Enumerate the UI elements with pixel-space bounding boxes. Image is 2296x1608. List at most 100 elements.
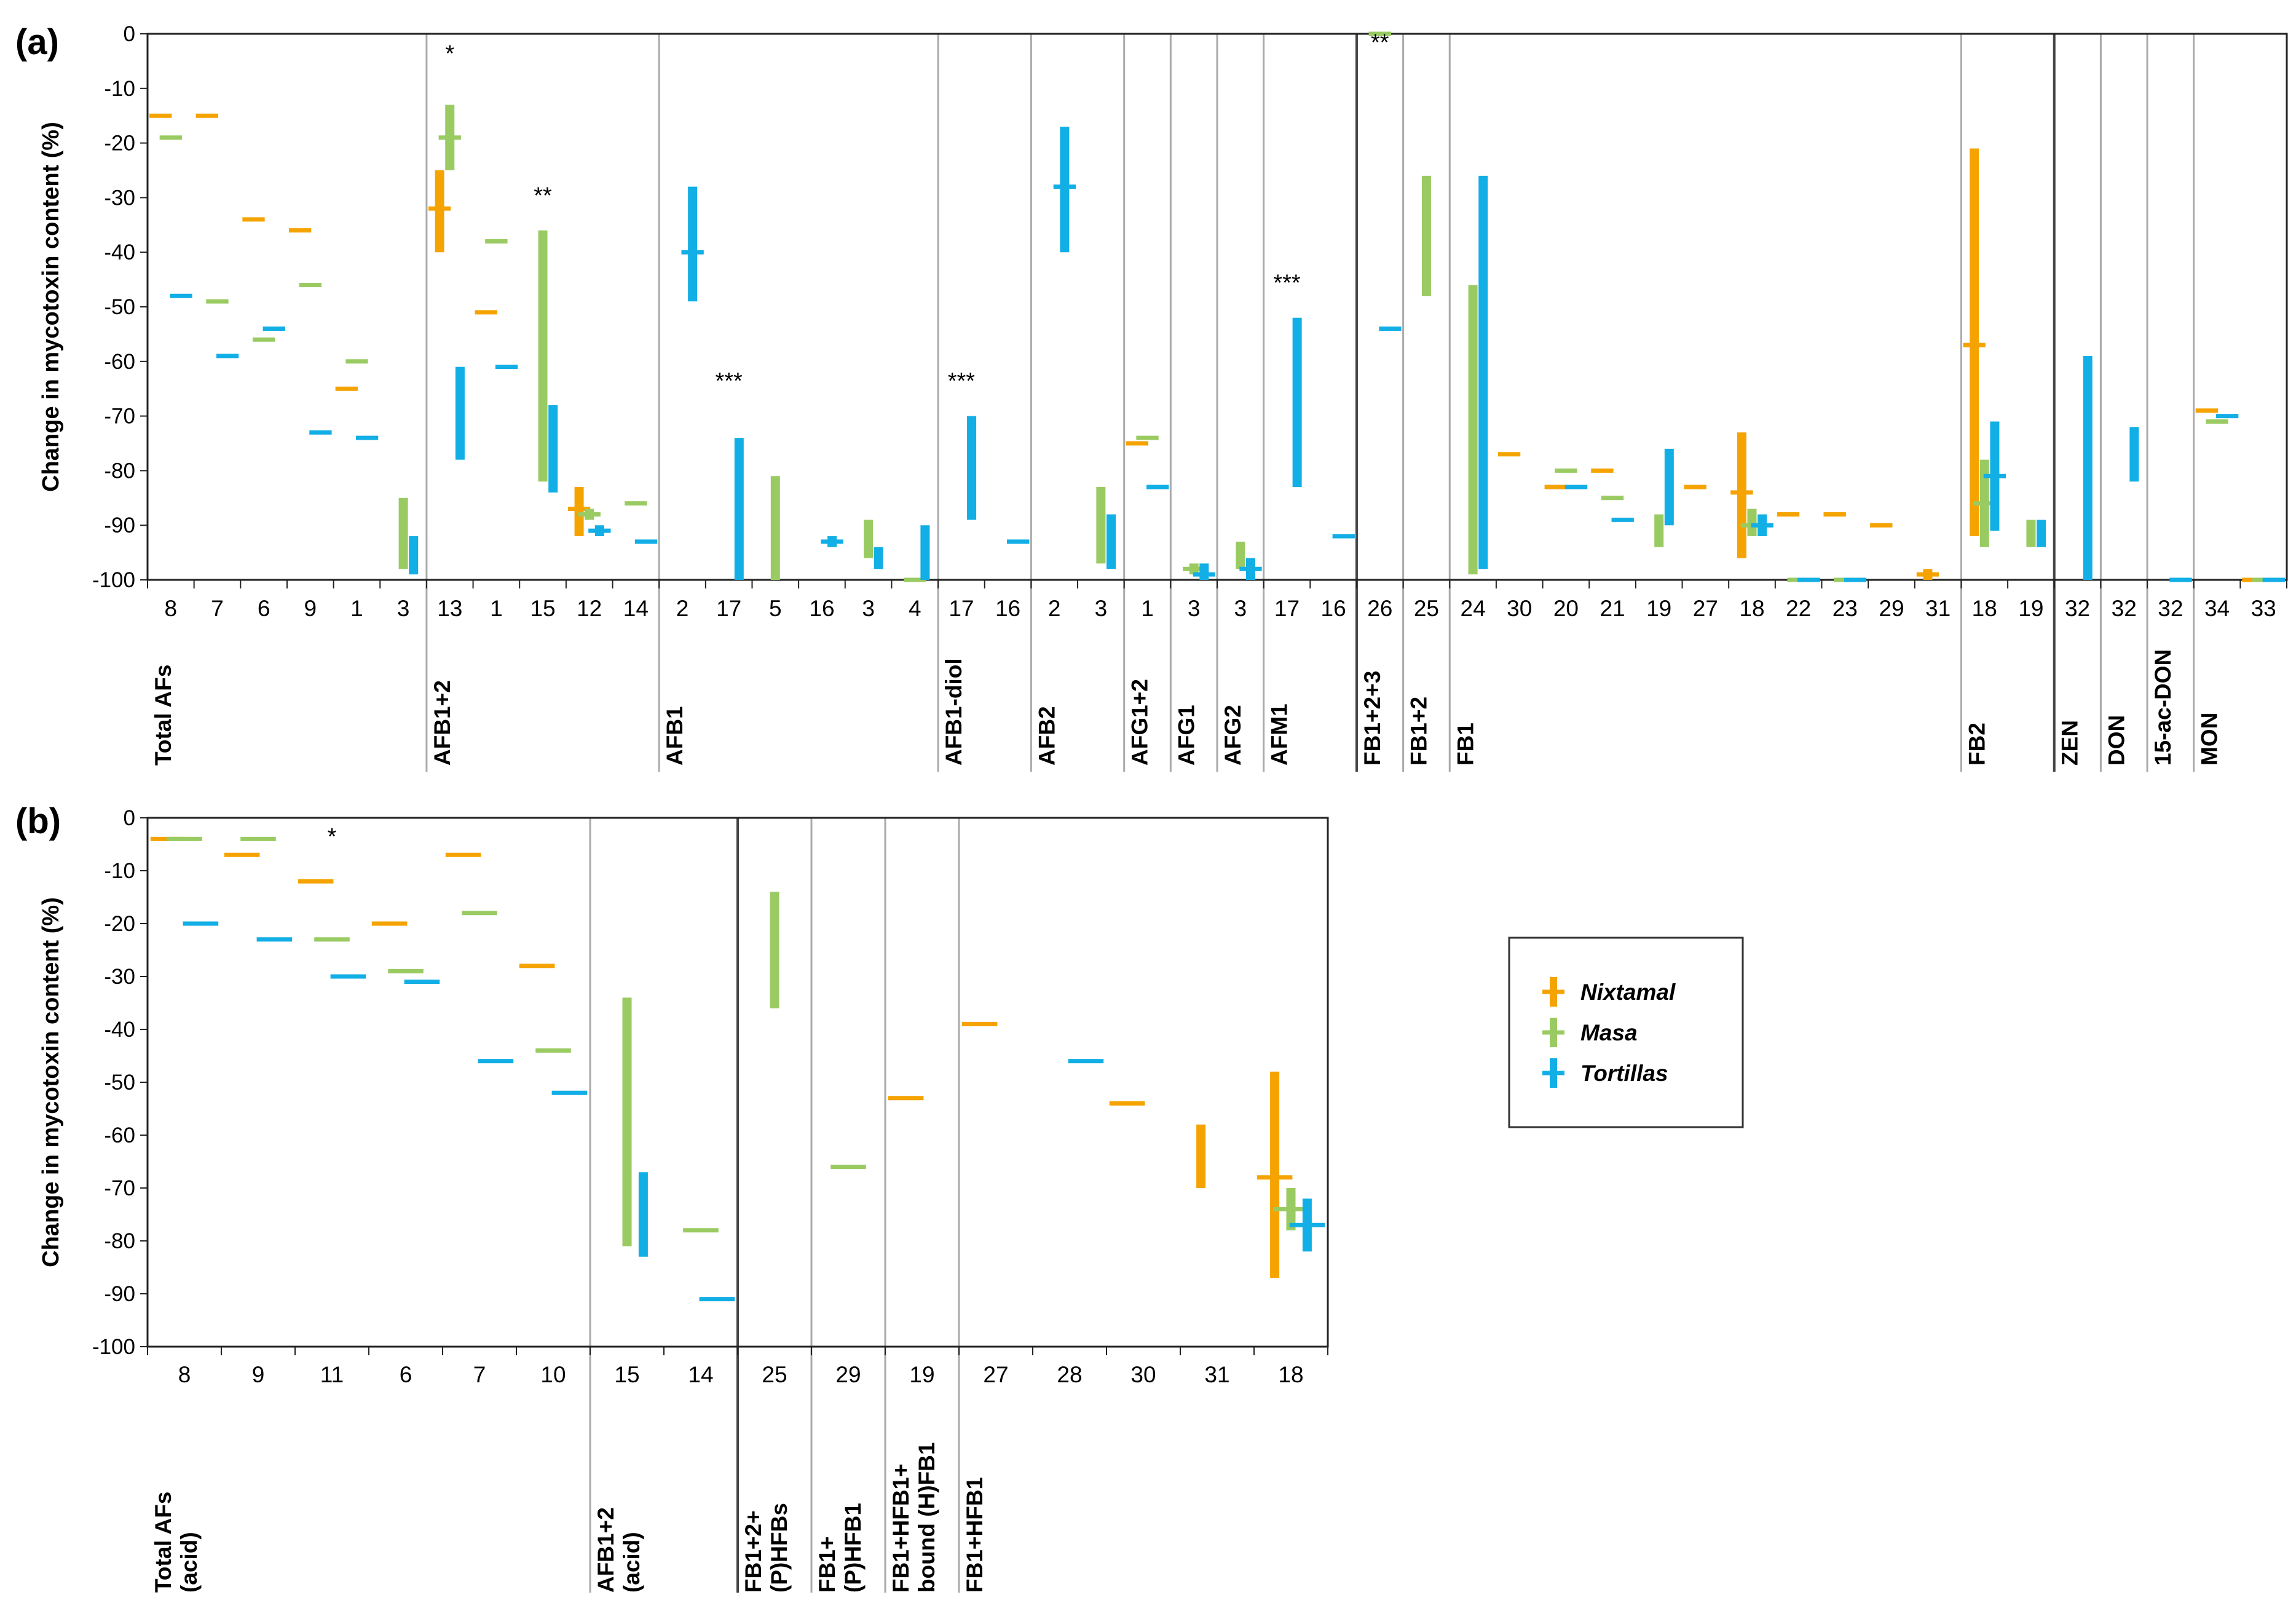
group-label: AFB1-diol <box>941 658 966 766</box>
group-label: AFB1+2 <box>430 680 455 766</box>
x-tick-label: 31 <box>1204 1362 1229 1387</box>
legend: Nixtamal Masa Tortillas <box>1508 937 1744 1128</box>
y-axis-title: Change in mycotoxin content (%) <box>38 897 64 1267</box>
x-tick-label: 6 <box>258 596 270 621</box>
x-tick-label: 22 <box>1786 596 1811 621</box>
x-tick-label: 19 <box>909 1362 934 1387</box>
y-tick-label: -30 <box>104 186 135 210</box>
group-label: FB1+HFB1 <box>962 1477 987 1593</box>
group-label-line2: (acid) <box>176 1532 202 1593</box>
x-tick-label: 1 <box>490 596 503 621</box>
significance-marker: *** <box>1273 270 1301 296</box>
x-tick-label: 32 <box>2158 596 2183 621</box>
x-tick-label: 19 <box>1646 596 1671 621</box>
group-label: AFM1 <box>1267 703 1292 766</box>
significance-marker: ** <box>1371 30 1389 56</box>
group-label: FB2 <box>1964 723 1989 766</box>
significance-marker: *** <box>715 368 743 394</box>
x-tick-label: 3 <box>1188 596 1201 621</box>
group-label: DON <box>2104 715 2129 766</box>
y-tick-label: -50 <box>104 295 135 319</box>
y-tick-label: -40 <box>104 240 135 264</box>
x-tick-label: 16 <box>1321 596 1346 621</box>
group-label-line2: bound (H)FB1 <box>914 1442 939 1593</box>
series-nixtamal <box>150 836 1293 1278</box>
group-label: ZEN <box>2057 720 2083 766</box>
x-tick-label: 18 <box>1739 596 1764 621</box>
x-tick-label: 17 <box>949 596 974 621</box>
y-axis-title: Change in mycotoxin content (%) <box>38 122 64 492</box>
x-tick-label: 29 <box>835 1362 861 1387</box>
significance-marker: *** <box>948 368 976 394</box>
x-tick-label: 28 <box>1057 1362 1082 1387</box>
legend-label-nixtamal: Nixtamal <box>1580 980 1676 1005</box>
group-label: AFG1 <box>1174 705 1199 766</box>
group-label: AFB1+2 <box>593 1507 618 1593</box>
group-label-line2: (P)HFBs <box>767 1503 792 1593</box>
panel-label: (b) <box>15 801 61 841</box>
x-tick-label: 27 <box>1693 596 1718 621</box>
x-tick-label: 25 <box>762 1362 787 1387</box>
x-tick-label: 1 <box>350 596 363 621</box>
x-tick-label: 18 <box>1278 1362 1303 1387</box>
x-tick-label: 3 <box>862 596 875 621</box>
significance-marker: * <box>328 824 337 850</box>
panel-a-chart: (a) Change in mycotoxin content (%) 0 -10 -2… <box>15 22 2288 772</box>
x-tick-label: 2 <box>1048 596 1061 621</box>
group-label: FB1+2+ <box>741 1510 766 1593</box>
series-nixtamal <box>149 113 2265 582</box>
x-tick-label: 17 <box>716 596 741 621</box>
x-tick-label: 29 <box>1879 596 1904 621</box>
y-tick-label: -30 <box>104 965 135 989</box>
group-label: FB1+2+3 <box>1360 671 1385 766</box>
x-tick-label: 23 <box>1832 596 1858 621</box>
x-tick-label: 12 <box>577 596 602 621</box>
x-tick-label: 4 <box>909 596 921 621</box>
group-label-line2: (acid) <box>619 1532 644 1593</box>
x-tick-label: 9 <box>252 1362 265 1387</box>
group-label: FB1+2 <box>1406 697 1432 766</box>
x-tick-label: 1 <box>1141 596 1154 621</box>
x-tick-label: 14 <box>688 1362 713 1387</box>
group-label: FB1+ <box>815 1536 840 1593</box>
x-tick-label: 15 <box>614 1362 639 1387</box>
x-tick-label: 8 <box>165 596 178 621</box>
x-tick-label: 34 <box>2204 596 2230 621</box>
y-tick-label: -10 <box>104 859 135 883</box>
x-tick-label: 30 <box>1507 596 1532 621</box>
y-tick-label: -20 <box>104 132 135 156</box>
legend-label-tortillas: Tortillas <box>1580 1061 1668 1086</box>
y-tick-label: 0 <box>124 806 135 830</box>
x-tick-label: 15 <box>530 596 555 621</box>
legend-label-masa: Masa <box>1580 1020 1638 1045</box>
y-tick-label: -50 <box>104 1071 135 1095</box>
x-tick-label: 33 <box>2251 596 2276 621</box>
x-tick-label: 3 <box>1234 596 1247 621</box>
x-tick-label: 13 <box>437 596 462 621</box>
x-tick-label: 26 <box>1367 596 1392 621</box>
y-tick-label: -70 <box>104 405 135 429</box>
x-tick-label: 7 <box>211 596 224 621</box>
x-tick-label: 19 <box>2018 596 2043 621</box>
plot-frame <box>146 817 1329 1348</box>
y-tick-label: -60 <box>104 350 135 374</box>
x-tick-label: 27 <box>983 1362 1008 1387</box>
x-tick-label: 30 <box>1130 1362 1156 1387</box>
panel-b-chart: (b) Change in mycotoxin content (%) 0 -10 -2… <box>15 801 1329 1593</box>
y-tick-label: 0 <box>124 22 135 46</box>
x-tick-label: 5 <box>769 596 782 621</box>
group-label: AFB1 <box>662 706 687 766</box>
significance-marker: ** <box>534 183 552 208</box>
x-tick-label: 3 <box>1095 596 1108 621</box>
x-tick-label: 16 <box>995 596 1020 621</box>
y-tick-label: -80 <box>104 459 135 483</box>
y-tick-label: -90 <box>104 513 135 537</box>
x-tick-label: 21 <box>1600 596 1625 621</box>
plot-frame <box>146 33 2288 581</box>
y-tick-label: -20 <box>104 912 135 936</box>
y-tick-label: -100 <box>92 568 135 592</box>
x-tick-label: 14 <box>623 596 649 621</box>
group-label: FB1 <box>1453 723 1478 766</box>
group-label: Total AFs <box>151 665 176 766</box>
